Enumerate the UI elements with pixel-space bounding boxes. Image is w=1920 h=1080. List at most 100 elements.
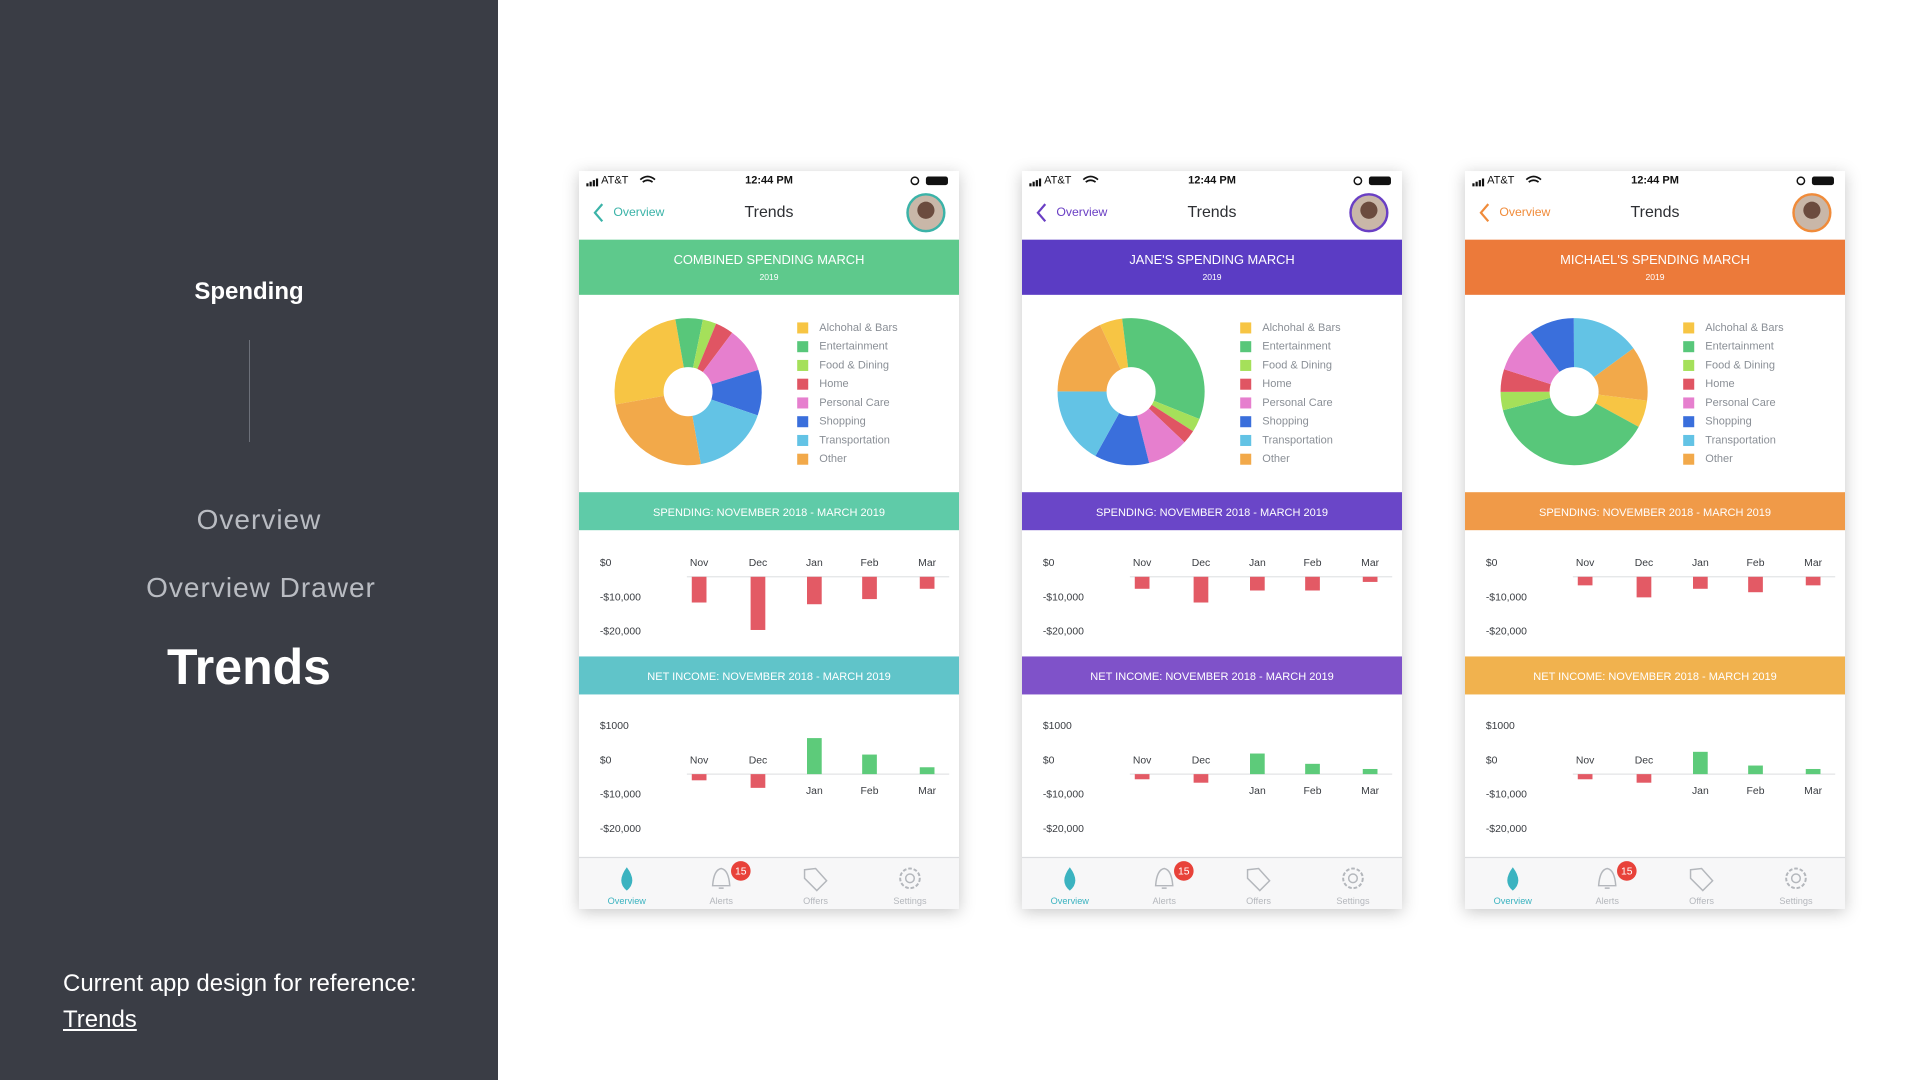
legend-label: Transportation (1705, 434, 1776, 446)
bar (1693, 751, 1708, 775)
bar (1805, 576, 1821, 586)
tab-label[interactable]: Alerts (1595, 896, 1619, 906)
tab-icon[interactable] (1689, 867, 1714, 892)
y-tick-label: $0 (600, 558, 612, 569)
tab-icon[interactable] (1597, 867, 1617, 889)
tab-label[interactable]: Settings (1779, 896, 1813, 906)
section-band (579, 656, 959, 695)
link[interactable]: Trends (63, 1006, 137, 1033)
tab-icon[interactable] (1342, 867, 1364, 890)
tab-icon[interactable] (904, 873, 915, 884)
signal-bar (586, 183, 589, 187)
pie-hole (663, 367, 713, 417)
header-year: 2019 (1202, 272, 1221, 282)
tab-icon[interactable] (621, 867, 633, 891)
phone: AT&T 12:44 PM Overview Trends MICHAEL'S SPEN… (1465, 171, 1845, 909)
legend-label: Entertainment (1705, 341, 1774, 353)
x-tick-label: Dec (1635, 755, 1654, 766)
signal-bar (1038, 178, 1042, 187)
nav-title: Trends (1631, 204, 1680, 221)
tab-label[interactable]: Offers (1689, 896, 1714, 906)
x-tick-label: Nov (1576, 755, 1595, 766)
tab-label[interactable]: Alerts (1152, 896, 1176, 906)
section-band (1465, 492, 1845, 531)
badge (1617, 861, 1637, 881)
tab-label[interactable]: Settings (893, 896, 927, 906)
section-title: NET INCOME: NOVEMBER 2018 - MARCH 2019 (647, 671, 890, 683)
back-link[interactable]: Overview (613, 205, 664, 219)
tab-icon[interactable] (1507, 867, 1519, 891)
tab-label[interactable]: Offers (1246, 896, 1271, 906)
carrier: AT&T (1044, 175, 1072, 187)
nav-item[interactable]: Overview (196, 504, 322, 535)
tab-icon[interactable] (711, 867, 731, 889)
tab-bar (1465, 857, 1845, 909)
signal-bar (1478, 180, 1481, 187)
tab-label[interactable]: Overview (608, 896, 647, 906)
x-tick-label: Feb (1304, 786, 1322, 797)
legend-label: Home (1262, 378, 1291, 390)
back-chevron[interactable] (593, 203, 604, 223)
tab-icon[interactable] (1790, 873, 1801, 884)
back-link[interactable]: Overview (1056, 205, 1107, 219)
wifi-icon (1082, 175, 1099, 183)
tab-label[interactable]: Settings (1336, 896, 1370, 906)
legend-label: Shopping (1262, 416, 1309, 428)
x-tick-label: Jan (1249, 786, 1266, 797)
x-tick-label: Nov (1133, 558, 1152, 569)
tab-label[interactable]: Alerts (709, 896, 733, 906)
tab-label[interactable]: Overview (1051, 896, 1090, 906)
nav-item-active[interactable]: Trends (167, 639, 331, 695)
bar (1193, 774, 1209, 783)
tab-icon[interactable] (1064, 867, 1076, 891)
header-title: MICHAEL'S SPENDING MARCH (1560, 252, 1750, 267)
y-tick-label: $1000 (1043, 721, 1072, 732)
legend-label: Alchohal & Bars (1262, 322, 1341, 334)
tab-label[interactable]: Overview (1494, 896, 1533, 906)
bar (1362, 768, 1378, 775)
nav-item[interactable]: Overview Drawer (146, 572, 376, 603)
carrier: AT&T (1487, 175, 1515, 187)
y-tick-label: -$10,000 (600, 790, 641, 801)
phone-screen: AT&T 12:44 PM Overview Trends MICHAEL'S SPEN… (1465, 171, 1845, 909)
back-chevron[interactable] (1479, 203, 1490, 223)
pie-slice (675, 318, 703, 392)
back-chevron[interactable] (1036, 203, 1047, 223)
y-tick-label: -$10,000 (1486, 592, 1527, 603)
clock: 12:44 PM (1188, 175, 1236, 187)
signal-bar (595, 178, 599, 187)
bar (1193, 576, 1209, 603)
sidebar: Spending Overview Overview Drawer Trends… (0, 0, 498, 1080)
tab-icon[interactable] (1246, 867, 1271, 892)
x-tick-label: Dec (749, 755, 768, 766)
y-tick-label: -$10,000 (1043, 592, 1084, 603)
signal-bar (592, 180, 595, 187)
tab-icon[interactable] (1154, 867, 1174, 889)
signal-bar (1472, 183, 1475, 187)
header-band (579, 239, 959, 295)
tab-icon[interactable] (803, 867, 828, 892)
legend-swatch (1240, 416, 1252, 428)
section-band (579, 492, 959, 531)
header-title: JANE'S SPENDING MARCH (1129, 252, 1294, 267)
bar (1693, 576, 1708, 589)
tab-icon[interactable] (1785, 867, 1807, 890)
tab-icon[interactable] (899, 867, 921, 890)
legend-label: Personal Care (1705, 397, 1775, 409)
tab-icon[interactable] (1347, 873, 1358, 884)
x-tick-label: Jan (806, 558, 823, 569)
section-band (1022, 492, 1402, 531)
legend-swatch (797, 416, 809, 428)
legend-swatch (1240, 453, 1252, 465)
bar (1805, 768, 1821, 775)
tab-label[interactable]: Offers (803, 896, 828, 906)
carrier: AT&T (601, 175, 629, 187)
back-link[interactable]: Overview (1499, 205, 1550, 219)
y-tick-label: -$10,000 (1486, 790, 1527, 801)
alarm-icon (1796, 176, 1806, 186)
legend-swatch (1240, 378, 1252, 390)
badge-count: 15 (1621, 866, 1633, 877)
bar (862, 576, 877, 600)
x-tick-label: Feb (1747, 786, 1765, 797)
legend-label: Other (819, 453, 847, 465)
